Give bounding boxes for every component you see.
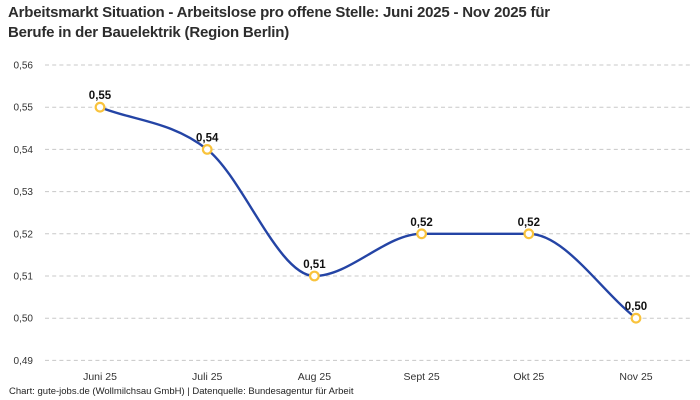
chart-title-line2: Berufe in der Bauelektrik (Region Berlin… <box>8 23 290 41</box>
data-point-marker <box>309 270 320 282</box>
y-axis-tick-label: 0,55 <box>14 103 34 114</box>
data-point-marker <box>630 312 642 324</box>
x-axis-tick-label: Nov 25 <box>619 371 652 383</box>
y-axis-tick-label: 0,50 <box>14 314 34 325</box>
y-axis-tick-label: 0,53 <box>14 187 34 198</box>
chart-title-line1: Arbeitsmarkt Situation - Arbeitslose pro… <box>8 4 550 21</box>
y-axis-tick-label: 0,52 <box>14 229 34 240</box>
x-axis-tick-label: Juli 25 <box>192 371 223 383</box>
data-point-label: 0,54 <box>196 132 219 144</box>
x-axis-tick-label: Sept 25 <box>403 371 439 383</box>
x-axis-tick-label: Okt 25 <box>513 371 544 383</box>
chart-attribution: Chart: gute-jobs.de (Wollmilchsau GmbH) … <box>9 386 354 397</box>
x-axis-tick-label: Juni 25 <box>83 371 117 383</box>
data-point-label: 0,55 <box>89 90 112 102</box>
data-point-label: 0,51 <box>303 259 326 271</box>
chart-title: Arbeitsmarkt Situation - Arbeitslose pro… <box>8 3 550 42</box>
data-point-marker <box>201 143 213 155</box>
y-axis-tick-label: 0,51 <box>14 272 34 283</box>
data-line <box>98 106 638 320</box>
data-point-label: 0,52 <box>410 217 432 229</box>
data-point-label: 0,50 <box>625 301 647 313</box>
y-axis-tick-label: 0,54 <box>14 145 34 156</box>
data-point-marker <box>94 101 106 113</box>
x-axis-tick-label: Aug 25 <box>298 371 331 383</box>
data-point-marker <box>416 228 428 240</box>
y-axis-tick-label: 0,49 <box>14 356 34 367</box>
data-point-label: 0,52 <box>518 217 540 229</box>
y-axis-tick-label: 0,56 <box>14 61 34 72</box>
data-point-marker <box>523 228 535 240</box>
